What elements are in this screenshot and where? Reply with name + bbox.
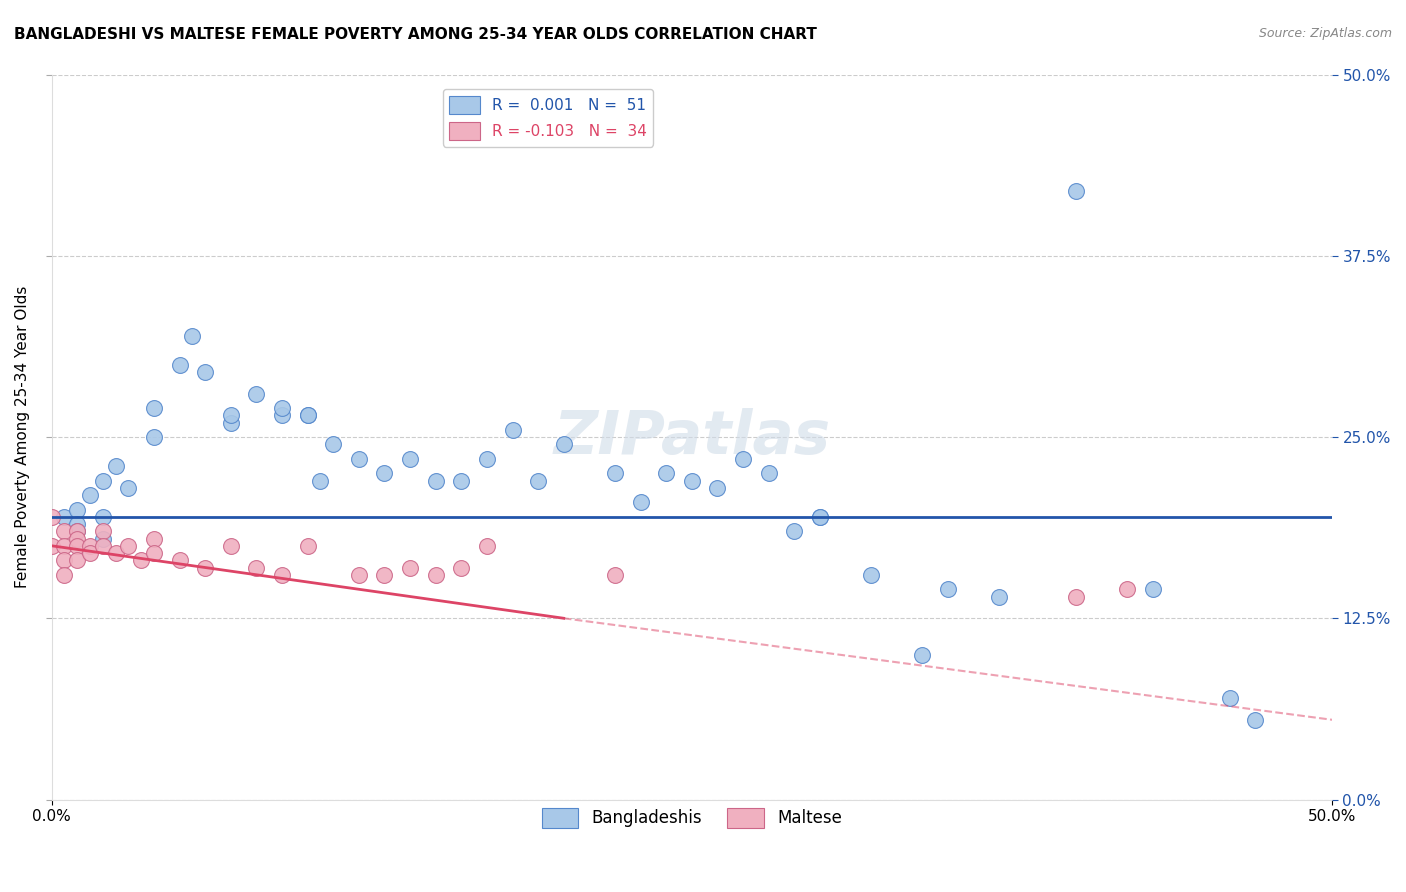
Point — [143, 546, 166, 560]
Point — [1219, 691, 1241, 706]
Point — [347, 567, 370, 582]
Point — [475, 451, 498, 466]
Point — [245, 560, 267, 574]
Point — [425, 567, 447, 582]
Point — [129, 553, 152, 567]
Point — [53, 509, 76, 524]
Point — [297, 409, 319, 423]
Point — [502, 423, 524, 437]
Point — [104, 546, 127, 560]
Point — [66, 532, 89, 546]
Point — [194, 560, 217, 574]
Point — [66, 524, 89, 539]
Point — [53, 539, 76, 553]
Point — [399, 560, 422, 574]
Point — [143, 430, 166, 444]
Point — [630, 495, 652, 509]
Point — [425, 474, 447, 488]
Point — [271, 401, 294, 415]
Point — [219, 539, 242, 553]
Point — [79, 546, 101, 560]
Point — [66, 524, 89, 539]
Point — [603, 567, 626, 582]
Point — [758, 467, 780, 481]
Point — [66, 539, 89, 553]
Point — [808, 509, 831, 524]
Point — [297, 409, 319, 423]
Point — [1116, 582, 1139, 597]
Point — [41, 509, 63, 524]
Point — [553, 437, 575, 451]
Point — [731, 451, 754, 466]
Point — [219, 416, 242, 430]
Point — [297, 539, 319, 553]
Point — [117, 481, 139, 495]
Point — [66, 502, 89, 516]
Point — [373, 567, 395, 582]
Point — [373, 467, 395, 481]
Point — [91, 509, 114, 524]
Point — [655, 467, 678, 481]
Point — [53, 553, 76, 567]
Point — [53, 524, 76, 539]
Point — [1142, 582, 1164, 597]
Point — [475, 539, 498, 553]
Point — [53, 567, 76, 582]
Point — [1064, 184, 1087, 198]
Point — [104, 458, 127, 473]
Point — [936, 582, 959, 597]
Point — [181, 328, 204, 343]
Point — [603, 467, 626, 481]
Point — [347, 451, 370, 466]
Point — [41, 539, 63, 553]
Point — [860, 567, 883, 582]
Point — [399, 451, 422, 466]
Point — [219, 409, 242, 423]
Y-axis label: Female Poverty Among 25-34 Year Olds: Female Poverty Among 25-34 Year Olds — [15, 285, 30, 588]
Point — [91, 532, 114, 546]
Point — [911, 648, 934, 662]
Point — [194, 365, 217, 379]
Point — [1064, 590, 1087, 604]
Point — [450, 560, 472, 574]
Point — [245, 386, 267, 401]
Point — [79, 488, 101, 502]
Point — [271, 409, 294, 423]
Point — [143, 532, 166, 546]
Point — [450, 474, 472, 488]
Point — [309, 474, 332, 488]
Text: BANGLADESHI VS MALTESE FEMALE POVERTY AMONG 25-34 YEAR OLDS CORRELATION CHART: BANGLADESHI VS MALTESE FEMALE POVERTY AM… — [14, 27, 817, 42]
Point — [79, 539, 101, 553]
Point — [143, 401, 166, 415]
Point — [271, 567, 294, 582]
Point — [322, 437, 344, 451]
Point — [1244, 713, 1267, 727]
Legend: Bangladeshis, Maltese: Bangladeshis, Maltese — [534, 801, 849, 835]
Point — [169, 553, 191, 567]
Point — [117, 539, 139, 553]
Point — [66, 553, 89, 567]
Point — [988, 590, 1011, 604]
Point — [169, 358, 191, 372]
Text: Source: ZipAtlas.com: Source: ZipAtlas.com — [1258, 27, 1392, 40]
Point — [681, 474, 703, 488]
Point — [808, 509, 831, 524]
Point — [783, 524, 806, 539]
Point — [91, 474, 114, 488]
Point — [91, 524, 114, 539]
Point — [527, 474, 550, 488]
Text: ZIPatlas: ZIPatlas — [553, 408, 831, 467]
Point — [706, 481, 728, 495]
Point — [91, 539, 114, 553]
Point — [66, 516, 89, 531]
